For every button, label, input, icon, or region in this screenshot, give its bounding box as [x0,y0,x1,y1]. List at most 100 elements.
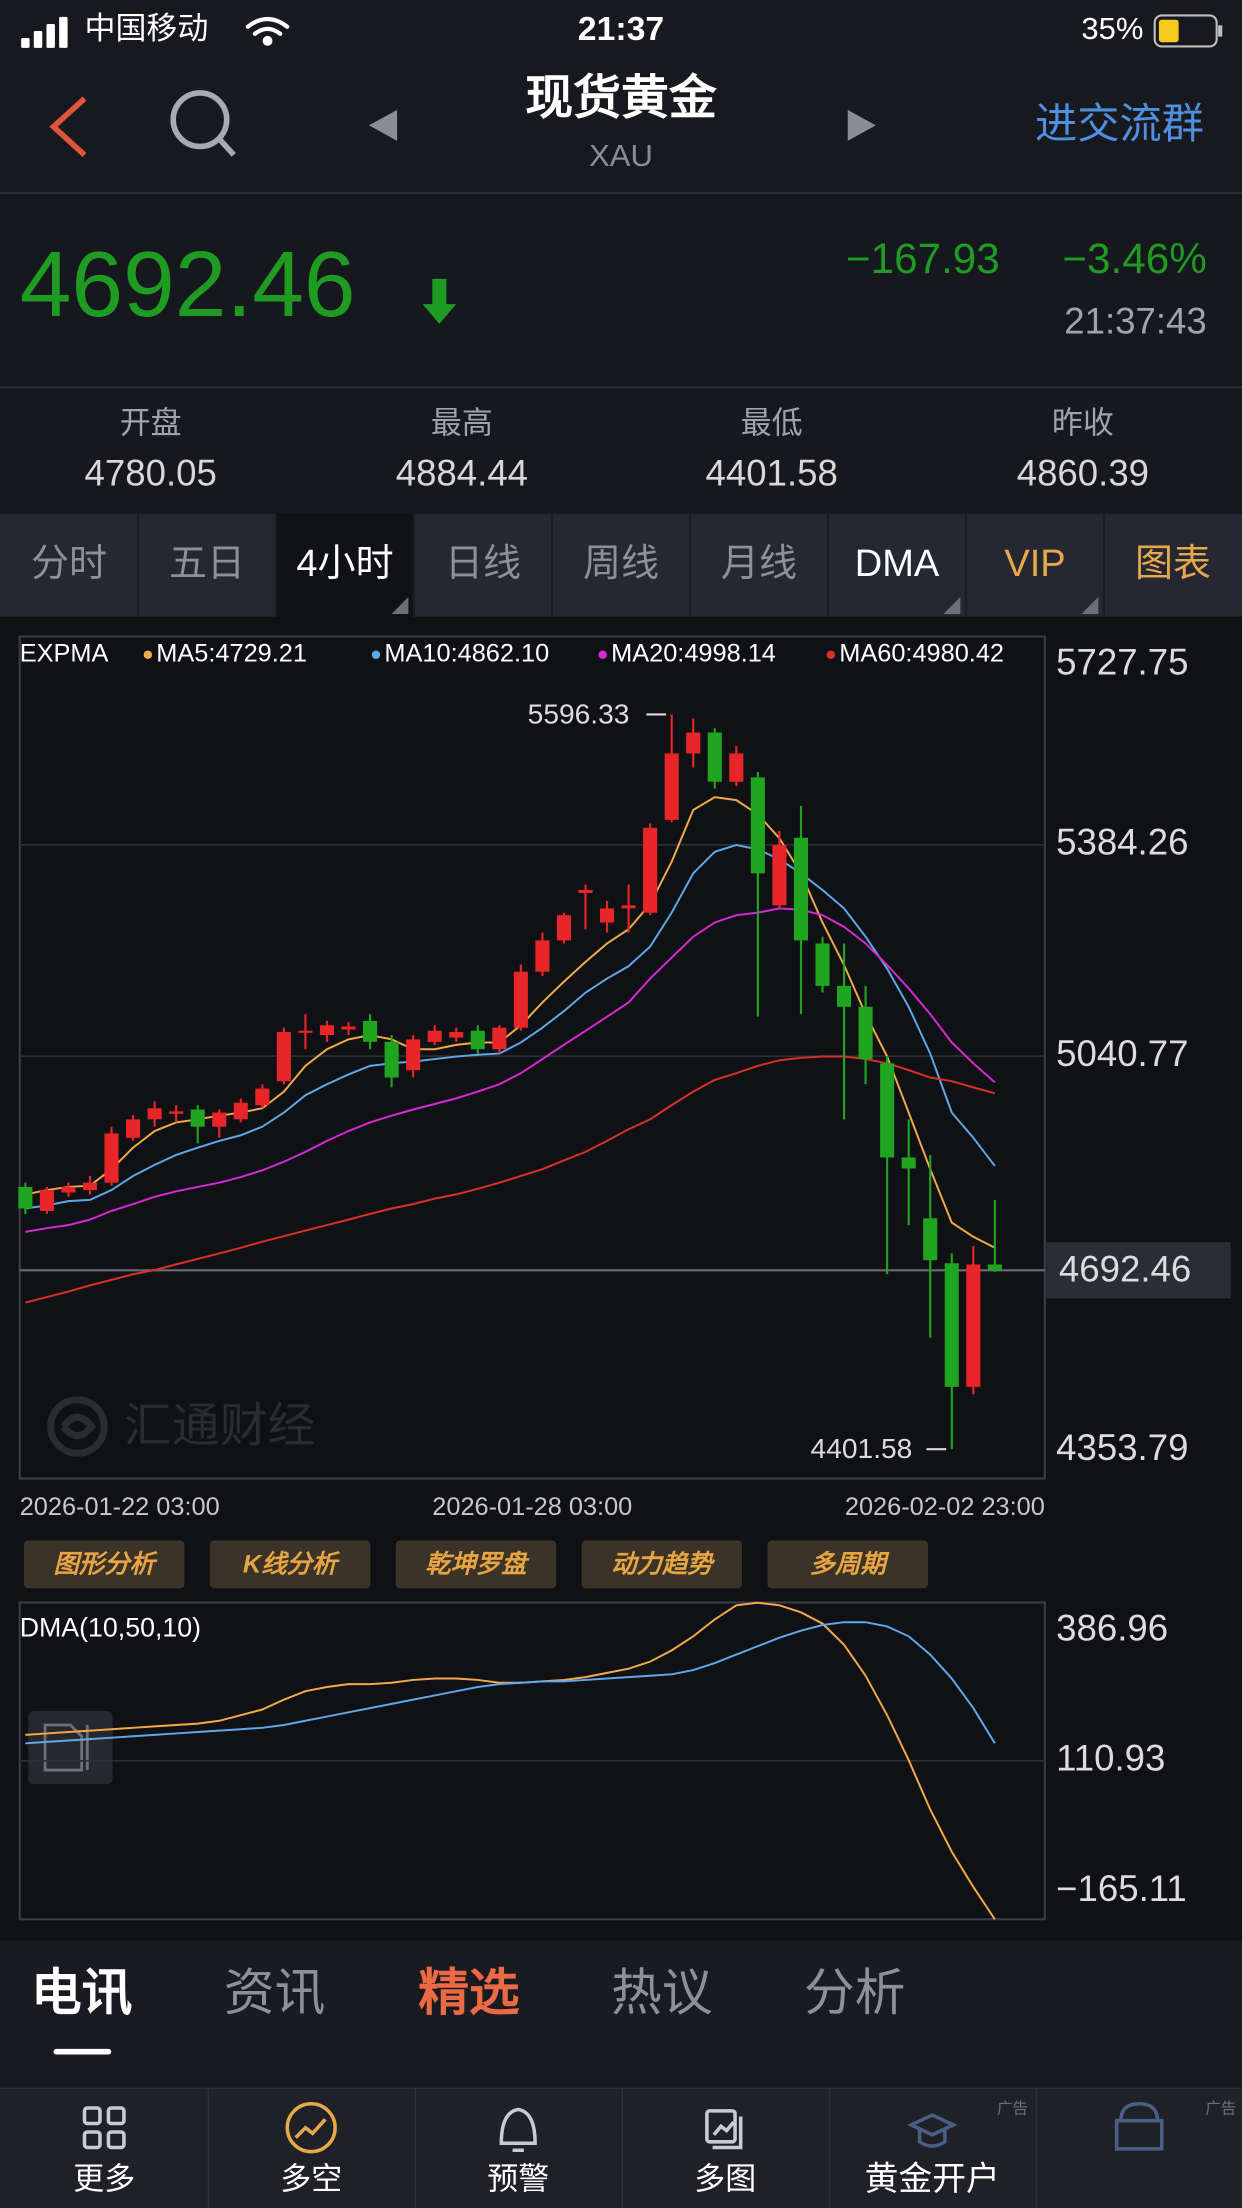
candle-body [686,732,701,754]
next-button[interactable] [847,109,876,141]
tab[interactable]: 分时 [31,543,107,585]
join-group[interactable]: 进交流群 [1035,100,1204,147]
candle-body [858,1006,873,1060]
prev-button[interactable] [368,109,398,141]
stat-value: 4401.58 [706,453,838,494]
tab-selected-bg [276,513,414,617]
nav-item[interactable]: 更多 [73,2161,135,2196]
main-chart-frame [18,635,1046,1480]
panel-toggle-icon [43,1723,89,1772]
tab-dropdown-corner [943,597,961,614]
y-tick-label: 4353.79 [1056,1427,1188,1468]
tool-label: K线分析 [243,1551,341,1579]
candle-body [233,1102,248,1120]
indicator-name: EXPMA [20,639,109,667]
dma-title: DMA(10,50,10) [20,1612,201,1642]
candle-body [147,1108,162,1120]
candle-body [621,905,636,909]
tool-button[interactable] [23,1540,185,1589]
instrument-code: XAU [589,138,653,173]
tool-button[interactable] [767,1540,928,1589]
candle-body [169,1111,184,1114]
candle-body [793,837,809,941]
tool-button[interactable] [581,1540,743,1589]
search-button[interactable] [170,90,236,157]
change-percent: −3.46% [1062,235,1206,282]
legend-label: MA60:4980.42 [839,639,1004,667]
instrument-title: 现货黄金 [525,72,717,125]
tool-label: 乾坤罗盘 [425,1550,530,1579]
tab[interactable]: 4小时 [296,543,393,585]
candle-body [556,915,572,941]
news-tab[interactable]: 分析 [804,1964,905,2021]
quote-time: 21:37:43 [1064,301,1207,342]
tab-dropdown-corner [391,597,409,614]
stat-value: 4860.39 [1017,453,1149,494]
tab[interactable]: 五日 [169,543,245,585]
back-button[interactable] [49,96,87,157]
news-tab[interactable]: 精选 [418,1964,520,2021]
tab[interactable]: DMA [855,543,940,585]
last-price-box [1046,1242,1231,1299]
nav-item[interactable]: 预警 [487,2161,549,2196]
dma-chart: 386.96 110.93 −165.11 DMA(10,50,10) [20,1601,1187,1920]
battery-tip [1218,25,1223,37]
candle-body [492,1027,507,1050]
stat-label: 昨收 [1052,405,1114,440]
candle-body [298,1030,313,1033]
candle-body [987,1264,1002,1271]
candle-body [923,1218,938,1261]
stat-label: 最低 [741,405,803,440]
nav-item[interactable]: 多空 [280,2161,342,2196]
x-tick-label: 2026-01-28 03:00 [432,1493,632,1521]
candle-body [39,1190,54,1211]
legend-dot [598,650,607,660]
news-tab[interactable]: 热议 [611,1964,712,2021]
bottom-nav: 更多 多空 预警 多图 黄金开户 [73,2160,1000,2198]
candle-body [513,971,528,1028]
tool-label: 多周期 [810,1551,891,1579]
candle-body [384,1041,399,1078]
ad-tag: 广告 [997,2100,1028,2118]
tab-dropdown-corner [1081,597,1099,614]
tool-button[interactable] [395,1540,557,1589]
candle-body [363,1020,378,1042]
candle-body [126,1119,141,1138]
y-tick-label: 110.93 [1056,1738,1165,1779]
tool-buttons: 图形分析 K线分析 乾坤罗盘 动力趋势 多周期 [23,1540,928,1589]
tab[interactable]: 日线 [445,543,521,585]
legend-label: MA20:4998.14 [611,639,776,667]
news-tab[interactable]: 资讯 [224,1964,325,2021]
nav-item[interactable]: 多图 [694,2161,756,2196]
tab[interactable]: VIP [1004,543,1065,585]
candle-body [901,1157,916,1169]
change: −167.93 [846,235,1000,282]
tab[interactable]: 月线 [721,543,797,585]
panel-toggle[interactable] [28,1710,113,1785]
candle-body [578,889,593,894]
y-tick-label: 5727.75 [1056,641,1188,682]
tab[interactable]: 周线 [583,543,659,585]
nav-item[interactable]: 黄金开户 [865,2160,1000,2198]
candle-body [880,1063,895,1158]
watermark: 汇通财经 [124,1400,315,1453]
legend-dot [826,650,836,660]
candle-body [18,1186,33,1209]
candle-body [319,1025,335,1036]
candle-body [61,1186,76,1193]
max-label: 5596.33 [528,698,630,729]
ma-line [25,796,996,1249]
tool-button[interactable] [209,1540,371,1589]
candle-body [750,777,765,874]
stats: 开盘 4780.05 最高 4884.44 最低 4401.58 昨收 4860.39 [85,405,1150,493]
news-tab[interactable]: 电讯 [31,1964,132,2021]
candle-body [772,845,787,906]
candle-body [643,827,658,913]
y-tick-label: 386.96 [1056,1607,1168,1648]
battery-level [1158,19,1179,43]
candle-body [470,1030,485,1050]
tab[interactable]: 图表 [1135,543,1211,585]
candle-body [664,753,679,820]
candle-body [104,1133,119,1183]
